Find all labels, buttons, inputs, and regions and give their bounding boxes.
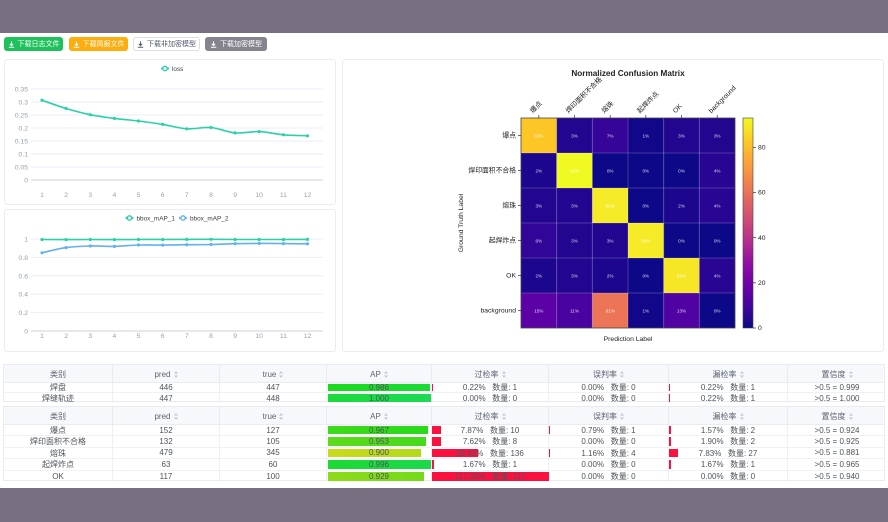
svg-text:0.6: 0.6 [19, 273, 29, 280]
svg-text:90%: 90% [641, 238, 650, 243]
svg-text:3%: 3% [571, 273, 578, 278]
svg-text:6: 6 [161, 333, 165, 340]
svg-text:90%: 90% [606, 203, 615, 208]
svg-text:9: 9 [233, 333, 237, 340]
svg-text:0.35: 0.35 [15, 87, 28, 94]
svg-text:0%: 0% [714, 238, 721, 243]
svg-text:3%: 3% [535, 203, 542, 208]
svg-text:爆点: 爆点 [502, 131, 516, 140]
svg-text:Prediction Label: Prediction Label [604, 336, 653, 343]
svg-text:40: 40 [758, 235, 766, 242]
svg-text:0%: 0% [607, 168, 614, 173]
svg-text:0: 0 [758, 325, 762, 332]
svg-text:20: 20 [758, 280, 766, 287]
svg-text:1%: 1% [642, 133, 649, 138]
svg-text:4%: 4% [714, 203, 721, 208]
svg-text:0.3: 0.3 [19, 100, 29, 107]
svg-text:1: 1 [40, 333, 44, 340]
svg-text:2: 2 [64, 333, 68, 340]
svg-text:0: 0 [24, 329, 28, 336]
svg-text:3%: 3% [571, 133, 578, 138]
svg-text:Normalized Confusion Matrix: Normalized Confusion Matrix [571, 69, 685, 78]
svg-text:2: 2 [64, 192, 68, 199]
svg-text:Ground Truth Label: Ground Truth Label [458, 193, 465, 252]
svg-text:82%: 82% [534, 133, 543, 138]
svg-text:5: 5 [137, 333, 141, 340]
svg-text:7: 7 [185, 333, 189, 340]
svg-text:12: 12 [304, 333, 312, 340]
svg-text:6%: 6% [535, 238, 542, 243]
svg-text:3%: 3% [607, 238, 614, 243]
svg-text:4%: 4% [714, 168, 721, 173]
svg-text:2%: 2% [607, 273, 614, 278]
svg-text:9: 9 [233, 192, 237, 199]
svg-text:焊印面积不合格: 焊印面积不合格 [564, 75, 604, 115]
svg-text:3%: 3% [714, 133, 721, 138]
svg-text:7: 7 [185, 192, 189, 199]
svg-text:2%: 2% [535, 168, 542, 173]
svg-text:熔珠: 熔珠 [502, 201, 516, 210]
svg-text:93%: 93% [570, 168, 579, 173]
svg-text:4: 4 [113, 333, 117, 340]
svg-text:loss: loss [172, 66, 183, 73]
svg-text:11%: 11% [570, 308, 579, 313]
svg-text:15%: 15% [534, 308, 543, 313]
svg-text:0.25: 0.25 [15, 113, 28, 120]
svg-text:0%: 0% [714, 308, 721, 313]
svg-text:0%: 0% [642, 273, 649, 278]
svg-text:1: 1 [24, 237, 28, 244]
svg-text:3: 3 [88, 333, 92, 340]
svg-text:bbox_mAP_2: bbox_mAP_2 [190, 216, 229, 223]
svg-text:89%: 89% [677, 273, 686, 278]
svg-text:11: 11 [280, 333, 287, 340]
svg-text:1%: 1% [642, 308, 649, 313]
svg-text:background: background [480, 308, 516, 315]
svg-text:0.05: 0.05 [15, 165, 28, 172]
svg-text:80: 80 [758, 145, 766, 152]
svg-text:61%: 61% [606, 308, 615, 313]
svg-text:OK: OK [506, 273, 516, 280]
svg-text:0%: 0% [642, 203, 649, 208]
svg-text:0%: 0% [678, 238, 685, 243]
svg-text:8: 8 [209, 192, 213, 199]
svg-text:8: 8 [209, 333, 213, 340]
svg-text:4: 4 [113, 192, 117, 199]
svg-text:0.2: 0.2 [19, 126, 29, 133]
svg-text:0.8: 0.8 [19, 255, 29, 262]
svg-text:60: 60 [758, 190, 766, 197]
svg-text:background: background [708, 85, 738, 115]
svg-text:bbox_mAP_1: bbox_mAP_1 [137, 216, 176, 223]
svg-text:2%: 2% [535, 273, 542, 278]
svg-text:10: 10 [255, 192, 263, 199]
svg-text:0%: 0% [642, 168, 649, 173]
svg-text:0%: 0% [678, 168, 685, 173]
svg-text:0.4: 0.4 [19, 292, 29, 299]
svg-text:熔珠: 熔珠 [599, 99, 615, 115]
svg-text:6: 6 [161, 192, 165, 199]
svg-text:0.2: 0.2 [19, 310, 29, 317]
svg-text:3: 3 [88, 192, 92, 199]
svg-text:2%: 2% [678, 203, 685, 208]
svg-text:5: 5 [137, 192, 141, 199]
svg-text:3%: 3% [678, 133, 685, 138]
svg-text:10: 10 [255, 333, 263, 340]
svg-text:11: 11 [280, 192, 287, 199]
svg-text:1: 1 [40, 192, 44, 199]
svg-text:7%: 7% [607, 133, 614, 138]
svg-text:3%: 3% [571, 203, 578, 208]
svg-text:3%: 3% [571, 238, 578, 243]
svg-text:爆点: 爆点 [528, 99, 544, 115]
svg-text:12: 12 [304, 192, 312, 199]
svg-text:4%: 4% [714, 273, 721, 278]
svg-text:起焊炸点: 起焊炸点 [489, 236, 516, 245]
svg-text:0.1: 0.1 [19, 152, 29, 159]
svg-text:起焊炸点: 起焊炸点 [635, 89, 661, 115]
svg-text:0: 0 [24, 178, 28, 185]
svg-text:焊印面积不合格: 焊印面积不合格 [468, 166, 516, 175]
svg-text:OK: OK [672, 103, 684, 115]
svg-text:0.15: 0.15 [15, 139, 28, 146]
svg-text:13%: 13% [677, 308, 686, 313]
